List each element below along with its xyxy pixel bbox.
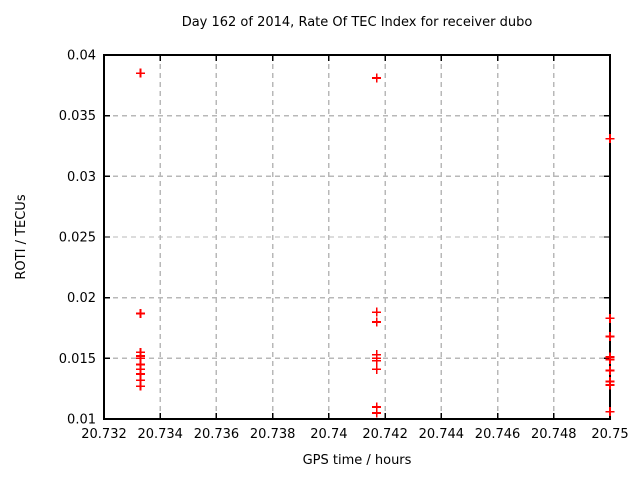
data-point [372, 73, 382, 83]
data-points-layer [136, 68, 615, 418]
x-tick-label: 20.742 [362, 427, 408, 442]
x-tick-label: 20.74 [310, 427, 347, 442]
tick-layer [103, 54, 611, 420]
data-point [372, 356, 382, 366]
y-tick-label: 0.015 [59, 352, 96, 367]
y-tick-label: 0.035 [59, 109, 96, 124]
data-point [136, 68, 146, 78]
y-tick-label: 0.03 [67, 170, 96, 185]
data-point [136, 308, 146, 318]
data-point [136, 381, 146, 391]
data-point [372, 307, 382, 317]
chart-title: Day 162 of 2014, Rate Of TEC Index for r… [182, 15, 533, 30]
x-tick-label: 20.746 [475, 427, 521, 442]
y-axis-label: ROTI / TECUs [14, 194, 29, 279]
data-point [605, 313, 615, 323]
x-tick-label: 20.736 [194, 427, 240, 442]
x-tick-label: 20.75 [591, 427, 628, 442]
y-tick-label: 0.02 [67, 291, 96, 306]
y-tick-label: 0.04 [67, 49, 96, 64]
x-tick-label: 20.738 [250, 427, 296, 442]
x-tick-label: 20.744 [419, 427, 465, 442]
grid-layer [104, 55, 610, 419]
data-point [372, 408, 382, 418]
y-tick-labels: 0.01 0.015 0.02 0.025 0.03 0.035 0.04 [59, 49, 96, 428]
x-tick-label: 20.748 [531, 427, 577, 442]
data-point [605, 331, 615, 341]
y-tick-label: 0.01 [67, 413, 96, 428]
x-tick-label: 20.732 [81, 427, 127, 442]
y-tick-label: 0.025 [59, 231, 96, 246]
data-point [605, 355, 615, 365]
data-point [605, 380, 615, 390]
data-point [372, 317, 382, 327]
data-point [605, 407, 615, 417]
data-point [605, 134, 615, 144]
data-point [372, 364, 382, 374]
x-tick-labels: 20.732 20.734 20.736 20.738 20.74 20.742 20.74… [81, 427, 628, 442]
data-point [605, 365, 615, 375]
x-tick-label: 20.734 [137, 427, 183, 442]
x-axis-label: GPS time / hours [303, 453, 412, 468]
